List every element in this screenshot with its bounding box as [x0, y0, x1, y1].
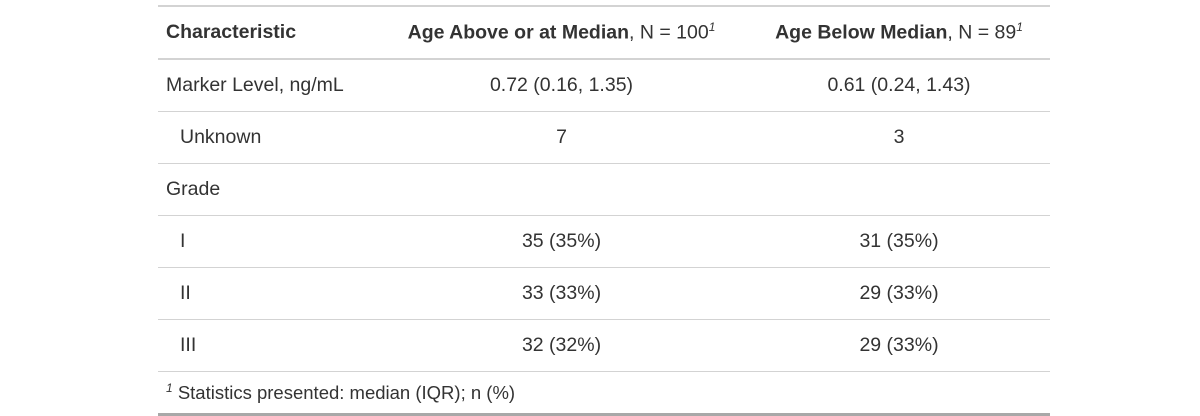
- table-cell: 29 (33%): [748, 267, 1050, 320]
- row-label: III: [158, 319, 375, 372]
- row-label: Marker Level, ng/mL: [158, 59, 375, 112]
- table-row: Marker Level, ng/mL 0.72 (0.16, 1.35) 0.61…: [158, 59, 1050, 112]
- table-body: Marker Level, ng/mL 0.72 (0.16, 1.35) 0.61…: [158, 59, 1050, 372]
- column-header: Age Below Median, N = 891: [748, 6, 1050, 60]
- footnote-row: 1 Statistics presented: median (IQR); n …: [158, 372, 1050, 415]
- table-cell: [748, 163, 1050, 216]
- column-note: 1: [1016, 20, 1023, 35]
- summary-table: Characteristic Age Above or at Median, N …: [158, 5, 1050, 416]
- footnote-text: Statistics presented: median (IQR); n (%…: [177, 382, 516, 404]
- column-header: Age Above or at Median, N = 1001: [375, 6, 748, 60]
- table-cell: 7: [375, 111, 748, 164]
- column-n: N = 89: [958, 21, 1017, 44]
- column-label: Age Below Median: [775, 21, 948, 44]
- table-row: II 33 (33%) 29 (33%): [158, 267, 1050, 320]
- column-header: Characteristic: [158, 6, 375, 60]
- table-cell: 35 (35%): [375, 215, 748, 268]
- row-label: Grade: [158, 163, 375, 216]
- table-cell: 31 (35%): [748, 215, 1050, 268]
- table-cell: 0.72 (0.16, 1.35): [375, 59, 748, 112]
- table-cell: 32 (32%): [375, 319, 748, 372]
- table-row: Grade: [158, 163, 1050, 216]
- column-note: 1: [708, 20, 716, 35]
- table-row: III 32 (32%) 29 (33%): [158, 319, 1050, 372]
- table-cell: [375, 163, 748, 216]
- footnote: 1 Statistics presented: median (IQR); n …: [158, 372, 1050, 415]
- column-n: N = 100: [639, 21, 709, 44]
- row-label: I: [158, 215, 375, 268]
- row-label: II: [158, 267, 375, 320]
- table-footer: 1 Statistics presented: median (IQR); n …: [158, 372, 1050, 415]
- footnote-mark: 1: [166, 380, 173, 395]
- table-header: Characteristic Age Above or at Median, N …: [158, 6, 1050, 60]
- table-cell: 0.61 (0.24, 1.43): [748, 59, 1050, 112]
- table-row: Unknown 7 3: [158, 111, 1050, 164]
- table-row: I 35 (35%) 31 (35%): [158, 215, 1050, 268]
- table-cell: 3: [748, 111, 1050, 164]
- row-label: Unknown: [158, 111, 375, 164]
- header-row: Characteristic Age Above or at Median, N …: [158, 6, 1050, 60]
- table-cell: 29 (33%): [748, 319, 1050, 372]
- table-cell: 33 (33%): [375, 267, 748, 320]
- column-label: Characteristic: [166, 21, 297, 43]
- column-label: Age Above or at Median: [407, 21, 630, 44]
